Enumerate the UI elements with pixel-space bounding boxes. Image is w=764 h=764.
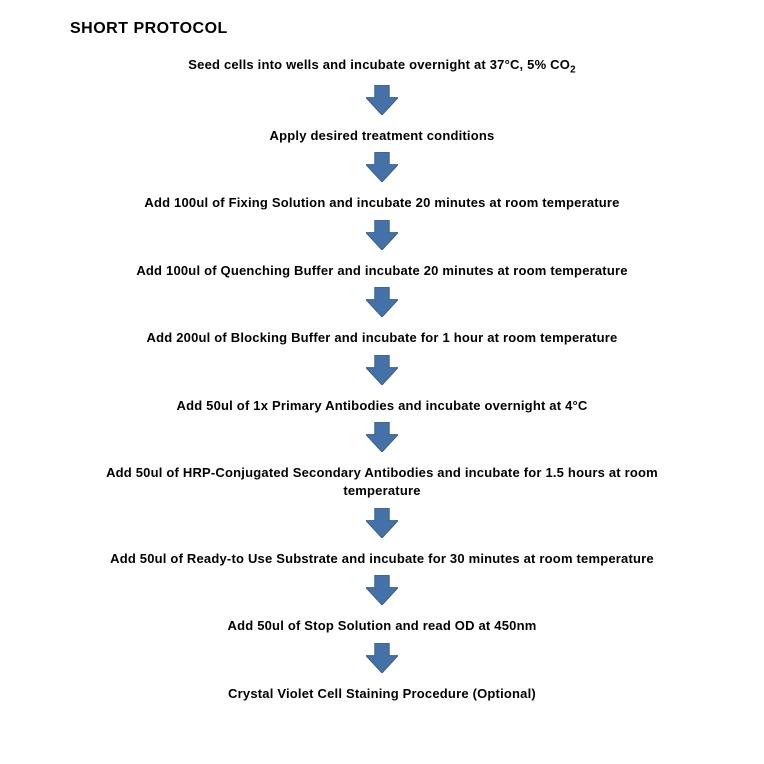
- protocol-step: Add 50ul of 1x Primary Antibodies and in…: [177, 397, 588, 415]
- protocol-title: SHORT PROTOCOL: [70, 20, 724, 38]
- down-arrow-icon: [366, 355, 398, 385]
- down-arrow-icon: [366, 643, 398, 673]
- protocol-step: Apply desired treatment conditions: [270, 127, 495, 145]
- subscript: 2: [570, 65, 576, 76]
- down-arrow-icon: [366, 575, 398, 605]
- down-arrow-icon: [366, 220, 398, 250]
- down-arrow-icon: [366, 287, 398, 317]
- down-arrow-icon: [366, 508, 398, 538]
- protocol-step: Seed cells into wells and incubate overn…: [188, 56, 575, 77]
- flowchart-container: Seed cells into wells and incubate overn…: [40, 56, 724, 702]
- protocol-step: Add 100ul of Quenching Buffer and incuba…: [136, 262, 627, 280]
- protocol-step: Add 100ul of Fixing Solution and incubat…: [144, 194, 619, 212]
- down-arrow-icon: [366, 85, 398, 115]
- protocol-step: Crystal Violet Cell Staining Procedure (…: [228, 685, 536, 703]
- down-arrow-icon: [366, 152, 398, 182]
- protocol-step: Add 200ul of Blocking Buffer and incubat…: [147, 329, 618, 347]
- protocol-step: Add 50ul of Ready-to Use Substrate and i…: [110, 550, 654, 568]
- protocol-step: Add 50ul of HRP-Conjugated Secondary Ant…: [92, 464, 672, 499]
- down-arrow-icon: [366, 422, 398, 452]
- protocol-step: Add 50ul of Stop Solution and read OD at…: [228, 617, 537, 635]
